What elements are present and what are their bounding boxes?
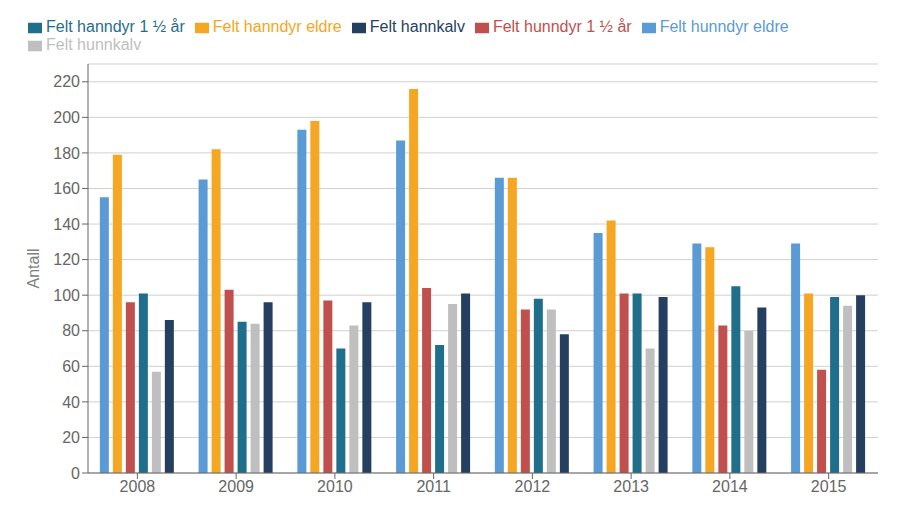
html-text:Felt hunndyr eldre: Felt hunndyr eldre	[659, 18, 789, 35]
svg-text:80: 80	[62, 322, 80, 339]
html-text:Felt hunndyr 1 ½ år: Felt hunndyr 1 ½ år	[492, 18, 632, 35]
svg-text:180: 180	[53, 145, 80, 162]
svg-text:2013: 2013	[613, 478, 649, 495]
svg-text:2014: 2014	[712, 478, 748, 495]
svg-text:2008: 2008	[120, 478, 156, 495]
svg-text:160: 160	[53, 180, 80, 197]
svg-text:40: 40	[62, 394, 80, 411]
html-text:Felt hanndyr eldre: Felt hanndyr eldre	[212, 18, 342, 35]
svg-text:200: 200	[53, 109, 80, 126]
svg-text:Antall: Antall	[25, 248, 42, 288]
svg-text:0: 0	[71, 465, 80, 482]
svg-text:60: 60	[62, 358, 80, 375]
svg-text:140: 140	[53, 216, 80, 233]
svg-text:2010: 2010	[317, 478, 353, 495]
html-text:Felt hunnkalv: Felt hunnkalv	[46, 36, 142, 53]
svg-text:220: 220	[53, 73, 80, 90]
svg-text:2011: 2011	[416, 478, 451, 495]
html-text:Felt hannkalv: Felt hannkalv	[369, 18, 465, 35]
svg-text:2015: 2015	[811, 478, 847, 495]
svg-text:2009: 2009	[218, 478, 254, 495]
svg-text:100: 100	[53, 287, 80, 304]
html-text:Felt hanndyr 1 ½ år: Felt hanndyr 1 ½ år	[46, 18, 185, 35]
svg-text:2012: 2012	[515, 478, 551, 495]
svg-text:20: 20	[62, 429, 80, 446]
svg-text:120: 120	[53, 251, 80, 268]
